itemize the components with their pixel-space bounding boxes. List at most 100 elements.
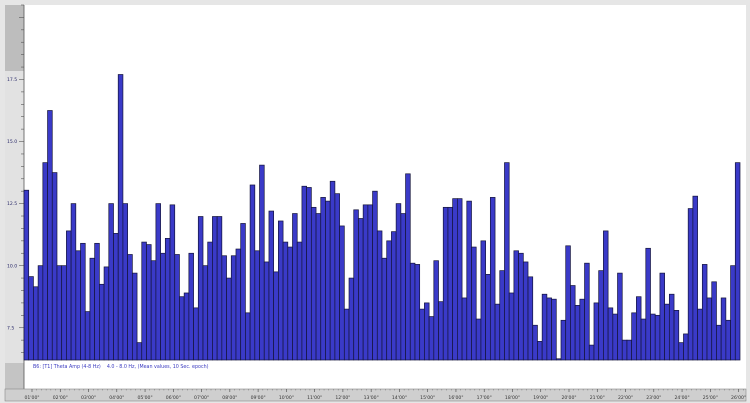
x-tick-label: 26'00" xyxy=(731,395,746,401)
bar xyxy=(730,265,736,361)
x-axis-strip xyxy=(4,388,747,402)
bar xyxy=(146,244,152,361)
x-tick-label: 01'00" xyxy=(24,395,39,401)
bar xyxy=(612,313,618,361)
bar xyxy=(155,203,161,361)
bar xyxy=(588,344,595,361)
bar xyxy=(532,324,538,361)
x-tick-label: 14'00" xyxy=(392,395,407,401)
x-tick-label: 11'00" xyxy=(307,395,322,401)
x-tick-label: 07'00" xyxy=(194,395,209,401)
bar xyxy=(301,185,307,361)
bar xyxy=(376,230,383,361)
bar xyxy=(617,272,623,361)
bar xyxy=(202,265,209,361)
bar xyxy=(70,203,77,361)
x-tick-label: 18'00" xyxy=(505,395,520,401)
bar xyxy=(626,339,633,361)
bar xyxy=(541,293,548,361)
x-tick-label: 20'00" xyxy=(561,395,576,401)
x-tick-label: 25'00" xyxy=(703,395,718,401)
bar xyxy=(720,297,727,361)
bar xyxy=(103,266,110,361)
bar xyxy=(221,255,227,361)
bar xyxy=(367,204,373,361)
bar xyxy=(678,342,684,361)
bar xyxy=(325,200,331,361)
bar xyxy=(687,208,694,361)
bar xyxy=(339,225,345,361)
x-tick-label: 06'00" xyxy=(166,395,181,401)
bar xyxy=(282,241,289,361)
bar xyxy=(409,262,416,361)
bar xyxy=(461,297,468,361)
bar xyxy=(259,164,265,361)
bar xyxy=(400,213,406,361)
x-tick-label: 24'00" xyxy=(675,395,690,401)
bar xyxy=(47,110,53,361)
y-tick-label: 10.0 xyxy=(7,263,17,269)
bar xyxy=(438,301,444,361)
bar xyxy=(395,203,402,361)
bar xyxy=(245,312,251,361)
bar xyxy=(306,187,312,361)
bar xyxy=(466,200,472,361)
bar xyxy=(631,312,637,361)
x-tick-label: 23'00" xyxy=(646,395,661,401)
x-tick-label: 03'00" xyxy=(81,395,96,401)
bar xyxy=(254,250,260,361)
bar xyxy=(442,206,449,361)
bar xyxy=(230,255,237,361)
bar xyxy=(263,261,270,361)
bar xyxy=(108,203,114,361)
bar xyxy=(99,283,105,361)
x-axis-ticks: 01'00" 02'00" 03'00" 04'00" 05'00" 06'00" 07'0… xyxy=(24,389,746,401)
bar xyxy=(471,246,477,361)
bar xyxy=(584,262,590,361)
x-tick-label: 16'00" xyxy=(448,395,463,401)
bar xyxy=(452,198,458,361)
bar xyxy=(56,265,63,361)
x-tick-label: 12'00" xyxy=(335,395,350,401)
bar xyxy=(358,218,364,361)
bar xyxy=(489,197,496,361)
bar xyxy=(296,241,303,361)
bar xyxy=(131,272,138,361)
bar xyxy=(287,246,293,361)
bar xyxy=(485,274,491,361)
bar xyxy=(160,252,166,361)
bar xyxy=(179,296,185,361)
bar xyxy=(386,240,392,361)
bar xyxy=(278,220,284,361)
bar xyxy=(593,302,600,361)
bar xyxy=(212,216,218,361)
bar xyxy=(546,297,552,361)
y-axis-strip-bottom xyxy=(5,363,24,389)
bar xyxy=(164,238,171,361)
bar xyxy=(329,180,336,361)
bar xyxy=(527,276,534,361)
bar xyxy=(518,252,524,361)
bar xyxy=(424,302,430,361)
x-tick-label: 08'00" xyxy=(222,395,237,401)
bar xyxy=(372,190,378,361)
bar xyxy=(494,303,501,361)
bar xyxy=(23,189,30,361)
bar xyxy=(636,296,642,361)
x-tick-label: 13'00" xyxy=(364,395,379,401)
bar xyxy=(310,206,317,361)
bar xyxy=(683,333,689,361)
bar xyxy=(169,204,176,361)
bar xyxy=(249,184,256,361)
bar xyxy=(362,204,369,361)
x-tick-label: 22'00" xyxy=(618,395,633,401)
bar xyxy=(320,197,326,361)
bar xyxy=(692,195,698,361)
bar xyxy=(598,270,604,361)
bar xyxy=(174,254,180,361)
bar xyxy=(84,311,91,361)
bar xyxy=(565,245,571,361)
x-tick-label: 15'00" xyxy=(420,395,435,401)
x-tick-label: 04'00" xyxy=(109,395,124,401)
bar xyxy=(150,260,157,361)
